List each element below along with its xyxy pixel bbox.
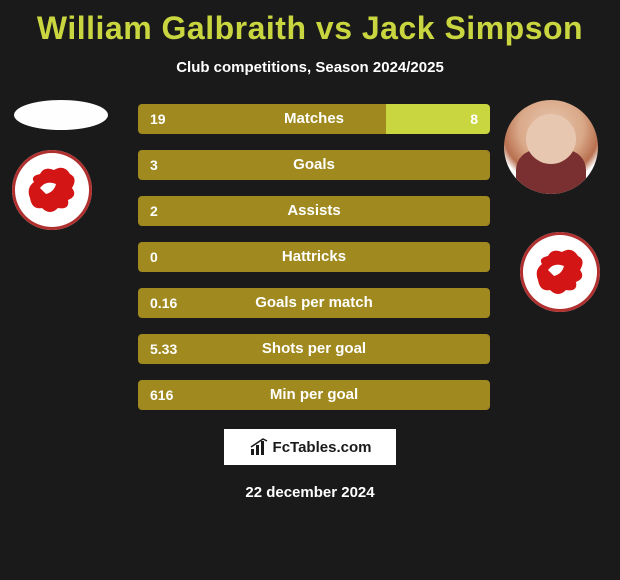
club-crest-left <box>12 150 92 230</box>
stat-value-left: 616 <box>138 380 490 410</box>
subtitle: Club competitions, Season 2024/2025 <box>0 59 620 76</box>
brand-logo: FcTables.com <box>223 428 397 466</box>
stat-value-left: 19 <box>138 104 386 134</box>
page-title: William Galbraith vs Jack Simpson <box>0 10 620 47</box>
stat-bars: 198Matches 3Goals 2Assists 0Hattricks 0.16Go… <box>138 100 490 410</box>
stat-value-left: 2 <box>138 196 490 226</box>
stat-value-right: 8 <box>386 104 490 134</box>
stat-value-left: 5.33 <box>138 334 490 364</box>
stat-row: 616Min per goal <box>138 380 490 410</box>
stat-row: 198Matches <box>138 104 490 134</box>
stat-row: 5.33Shots per goal <box>138 334 490 364</box>
player-left-placeholder <box>14 100 108 130</box>
bars-icon <box>249 437 269 457</box>
stat-row: 3Goals <box>138 150 490 180</box>
comparison-area: 198Matches 3Goals 2Assists 0Hattricks 0.16Go… <box>0 100 620 410</box>
stat-value-left: 3 <box>138 150 490 180</box>
stat-row: 0.16Goals per match <box>138 288 490 318</box>
stat-row: 2Assists <box>138 196 490 226</box>
dragon-icon <box>20 158 84 222</box>
footer-date: 22 december 2024 <box>0 484 620 501</box>
stat-value-left: 0 <box>138 242 490 272</box>
club-crest-right <box>520 232 600 312</box>
stat-value-left: 0.16 <box>138 288 490 318</box>
stat-row: 0Hattricks <box>138 242 490 272</box>
player-right-photo <box>504 100 598 194</box>
dragon-icon <box>528 240 592 304</box>
brand-text: FcTables.com <box>273 439 372 456</box>
